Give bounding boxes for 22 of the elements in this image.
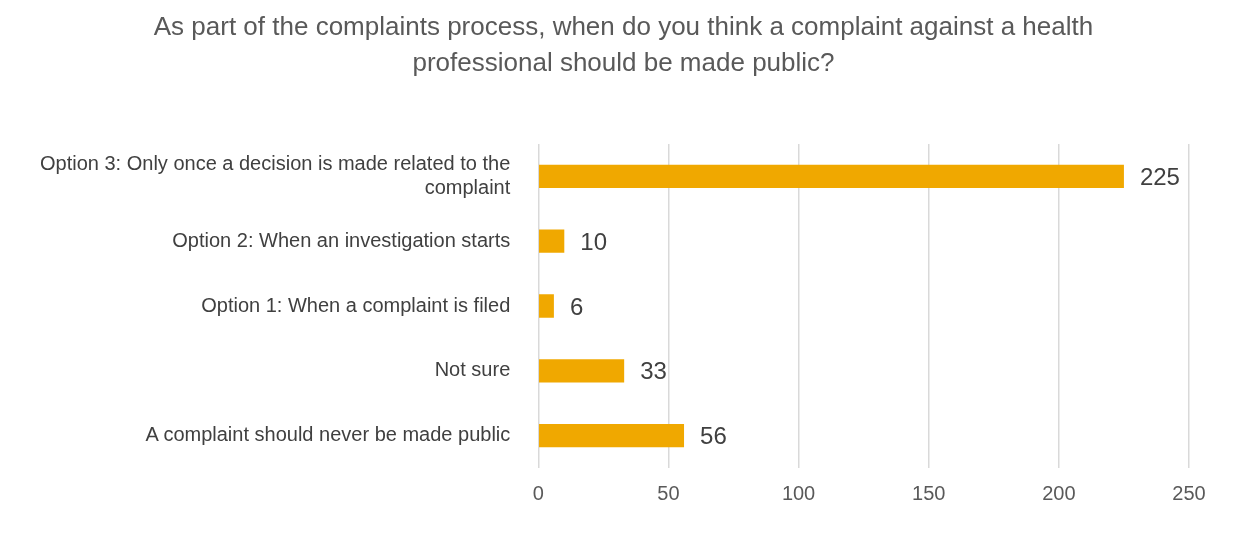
data-label: 56: [700, 422, 727, 450]
chart-title: As part of the complaints process, when do you think a complaint against a health professional should be made public?: [152, 10, 1095, 79]
bar: [539, 294, 554, 318]
x-tick-label: 0: [532, 481, 544, 504]
y-tick-label: Option 3: Only once a decision is made related to the complaint: [39, 151, 511, 198]
data-label: 33: [640, 357, 667, 385]
bar: [539, 164, 1124, 189]
x-tick-label: 150: [912, 481, 946, 504]
x-tick-label: 100: [781, 481, 816, 504]
data-label: 225: [1139, 163, 1180, 191]
data-label: 6: [569, 292, 584, 320]
x-tick-label: 250: [1172, 481, 1206, 504]
bar: [539, 423, 685, 448]
x-tick-label: 50: [657, 481, 680, 504]
data-label: 10: [580, 227, 608, 255]
y-tick-label: Not sure: [434, 358, 511, 381]
y-tick-label: Option 2: When an investigation starts: [172, 228, 511, 251]
y-tick-label: A complaint should never be made public: [145, 423, 511, 446]
y-tick-label: Option 1: When a complaint is filed: [201, 293, 511, 316]
bar: [539, 229, 565, 253]
x-tick-label: 200: [1042, 481, 1076, 504]
bar: [539, 359, 625, 383]
